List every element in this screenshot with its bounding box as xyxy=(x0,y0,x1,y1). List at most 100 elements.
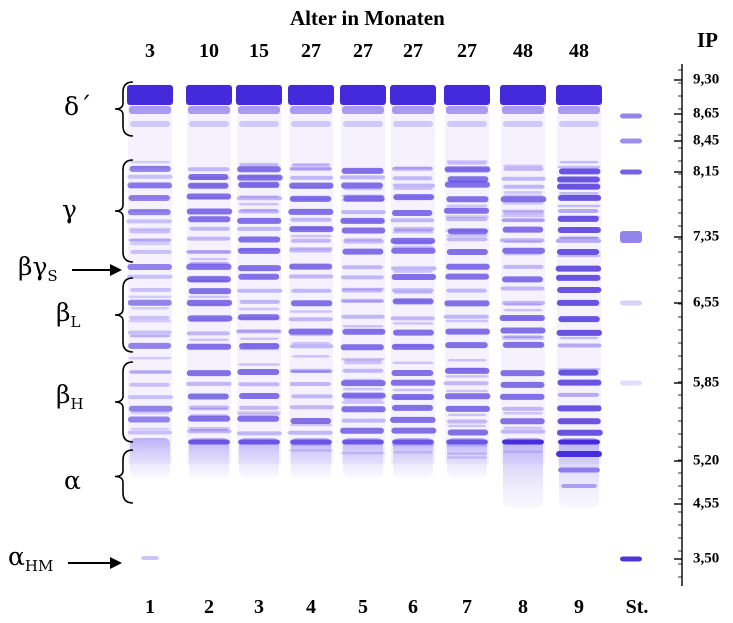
protein-band xyxy=(188,216,231,223)
protein-band xyxy=(291,355,331,358)
protein-band xyxy=(130,306,170,310)
lane-background xyxy=(501,84,545,464)
lane-number-label: 5 xyxy=(358,596,368,618)
protein-band xyxy=(393,227,435,232)
protein-band xyxy=(503,426,543,430)
protein-band xyxy=(392,361,434,365)
protein-band xyxy=(341,406,386,413)
alpha-smear xyxy=(447,438,487,478)
protein-band xyxy=(445,342,488,349)
protein-band xyxy=(446,162,488,165)
protein-band xyxy=(557,176,600,183)
figure-title: Alter in Monaten xyxy=(290,6,445,30)
protein-band xyxy=(558,369,599,376)
ip-value-label: 6,55 xyxy=(693,294,720,311)
protein-band xyxy=(446,106,488,114)
protein-band xyxy=(556,85,602,105)
protein-band xyxy=(189,275,229,279)
protein-band xyxy=(128,295,172,299)
ip-value-label: 4,55 xyxy=(693,495,720,512)
protein-band xyxy=(127,299,172,306)
protein-band xyxy=(502,276,543,283)
protein-band xyxy=(188,338,230,342)
protein-band xyxy=(341,287,385,291)
protein-band xyxy=(186,193,232,200)
protein-band xyxy=(501,214,545,218)
bracket-beta-h xyxy=(114,361,134,443)
protein-band xyxy=(339,175,386,180)
protein-band xyxy=(501,209,545,212)
protein-band xyxy=(500,327,546,334)
protein-band xyxy=(342,248,384,255)
protein-band xyxy=(500,286,545,291)
protein-band xyxy=(186,263,232,270)
gel-lane xyxy=(287,84,335,478)
standard-lane xyxy=(620,113,642,562)
protein-band xyxy=(446,196,489,203)
protein-band xyxy=(127,174,173,179)
protein-band xyxy=(342,368,384,373)
protein-band xyxy=(127,330,172,335)
protein-band xyxy=(502,106,544,114)
protein-band xyxy=(391,240,435,243)
protein-band xyxy=(555,274,601,281)
protein-band xyxy=(557,379,602,386)
gel-lane xyxy=(443,84,491,478)
protein-band xyxy=(390,85,436,105)
protein-band xyxy=(392,298,434,305)
protein-band xyxy=(557,418,601,425)
protein-band xyxy=(503,335,543,338)
protein-band xyxy=(557,165,601,169)
protein-band xyxy=(446,439,488,445)
protein-band xyxy=(290,175,334,180)
lane-number-label: 2 xyxy=(204,596,214,618)
protein-band xyxy=(129,334,171,337)
protein-band xyxy=(341,194,385,198)
protein-band xyxy=(393,344,433,348)
protein-band xyxy=(557,254,601,258)
protein-band xyxy=(237,226,282,231)
protein-band xyxy=(187,393,229,400)
protein-band xyxy=(237,411,281,414)
gel-lane xyxy=(555,84,603,508)
protein-band xyxy=(188,405,230,410)
protein-band xyxy=(392,106,434,114)
protein-band xyxy=(188,106,230,114)
protein-band xyxy=(391,166,433,171)
protein-band xyxy=(445,229,489,232)
protein-band xyxy=(189,184,229,187)
ip-value-label: 8,15 xyxy=(693,163,720,180)
protein-band xyxy=(392,183,436,188)
protein-band xyxy=(291,288,332,293)
lane-number-label: 7 xyxy=(462,596,472,618)
protein-band xyxy=(502,202,544,205)
protein-band xyxy=(129,165,171,172)
protein-band xyxy=(187,250,231,253)
protein-band xyxy=(188,173,229,180)
protein-band xyxy=(342,439,384,445)
protein-band xyxy=(444,367,490,374)
protein-band xyxy=(390,316,435,321)
protein-band xyxy=(289,405,335,410)
protein-band xyxy=(558,236,600,240)
protein-band xyxy=(445,405,491,412)
protein-band xyxy=(500,429,546,434)
protein-band xyxy=(393,166,433,170)
protein-band xyxy=(129,106,171,114)
protein-band xyxy=(393,329,434,336)
protein-band xyxy=(291,164,331,167)
protein-band xyxy=(127,430,172,435)
protein-band xyxy=(501,218,545,223)
protein-band xyxy=(238,405,279,410)
protein-band xyxy=(187,167,230,172)
protein-band xyxy=(501,337,545,340)
protein-band xyxy=(341,357,385,361)
protein-band xyxy=(342,325,384,328)
fraction-delta-label: δ´ xyxy=(64,92,92,121)
protein-band xyxy=(501,219,545,222)
protein-band xyxy=(557,204,601,208)
alpha-smear xyxy=(189,438,229,478)
protein-band xyxy=(340,210,386,215)
protein-band xyxy=(129,238,171,243)
protein-band xyxy=(558,209,599,214)
